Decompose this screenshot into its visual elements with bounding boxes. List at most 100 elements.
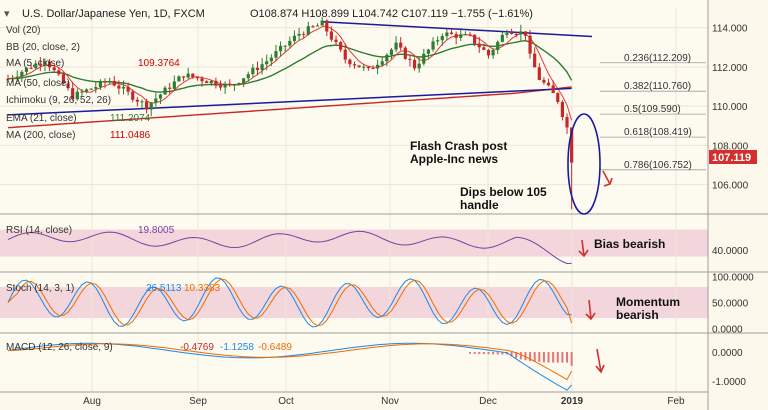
macd-histogram-bar	[524, 352, 527, 361]
candle-body	[57, 70, 61, 75]
candle-body	[260, 64, 264, 70]
candle-body	[6, 78, 10, 80]
candle-body	[486, 49, 491, 56]
candle-body	[491, 50, 495, 56]
macd-value-3: -0.6489	[258, 342, 292, 353]
candle-body	[163, 87, 167, 95]
time-tick: 2019	[561, 396, 584, 407]
candle-body	[389, 49, 394, 55]
macd-label: MACD (12, 26, close, 9)	[6, 342, 113, 353]
stoch-label: Stoch (14, 3, 1)	[6, 283, 74, 294]
rsi-value: 19.8005	[138, 225, 175, 236]
price-tick: 108.000	[712, 141, 749, 152]
signal-line	[7, 343, 573, 381]
candle-body	[431, 41, 435, 50]
support-trendline	[7, 87, 572, 116]
price-arrow-icon	[602, 170, 613, 187]
indicator-label: MA (50, close)	[6, 78, 70, 89]
macd-value-1: -0.4769	[180, 342, 214, 353]
time-tick: Aug	[83, 396, 101, 407]
candle-body	[108, 80, 112, 83]
candle-body	[135, 99, 139, 102]
fib-label: 0.236(112.209)	[624, 53, 691, 64]
stoch-note-line1: Momentum	[616, 295, 680, 309]
candle-body	[528, 35, 532, 54]
candle-body	[362, 66, 366, 68]
candle-body	[80, 91, 84, 93]
candle-body	[145, 101, 149, 110]
candle-body	[237, 82, 241, 85]
time-tick: Sep	[189, 396, 207, 407]
fib-label: 0.382(110.760)	[624, 81, 691, 92]
candle-body	[468, 34, 472, 36]
crash-highlight-ellipse	[567, 113, 601, 215]
candle-body	[38, 63, 42, 65]
candle-body	[131, 91, 135, 100]
rsi-panel: RSI (14, close) 19.8005	[6, 225, 572, 265]
candle-body	[463, 34, 467, 36]
macd-histogram-bar	[515, 352, 518, 359]
symbol-title: U.S. Dollar/Japanese Yen, 1D, FXCM	[22, 8, 205, 20]
candle-body	[232, 84, 236, 86]
candle-body	[214, 80, 218, 86]
macd-histogram-bar	[482, 352, 485, 355]
candle-body	[412, 59, 417, 69]
candle-body	[459, 34, 463, 38]
candle-body	[15, 76, 19, 78]
candle-body	[103, 81, 107, 83]
rsi-tick: 40.0000	[712, 246, 749, 257]
ohlc-readout: O108.874 H108.899 L104.742 C107.119 −1.7…	[250, 8, 533, 20]
candle-body	[149, 102, 153, 110]
candle-body	[20, 71, 24, 77]
flash-crash-annotation-line2: Apple-Inc news	[410, 152, 498, 166]
macd-histogram-bar	[519, 352, 522, 360]
stoch-d-line	[7, 278, 573, 327]
macd-histogram-bar	[473, 352, 476, 354]
rsi-note: Bias bearish	[594, 237, 665, 251]
stoch-d-value: 10.3383	[184, 283, 221, 294]
candle-body	[329, 31, 333, 40]
macd-histogram-bar	[561, 352, 564, 363]
candle-body	[311, 26, 315, 28]
candle-body	[325, 20, 329, 32]
candle-body	[121, 86, 126, 89]
candle-body	[519, 31, 523, 35]
indicator-value: 111.0486	[110, 130, 151, 141]
rsi-band	[0, 229, 708, 257]
macd-panel: MACD (12, 26, close, 9) -0.4769 -1.1258 -0.…	[6, 342, 573, 391]
price-tick: 106.000	[712, 181, 749, 192]
stoch-note-line2: bearish	[616, 308, 659, 322]
candle-body	[380, 61, 384, 65]
candle-body	[195, 77, 200, 79]
candle-body	[89, 88, 93, 90]
candle-body	[357, 65, 361, 68]
macd-histogram-bar	[542, 352, 545, 363]
macd-value-2: -1.1258	[220, 342, 254, 353]
candle-body	[445, 32, 449, 37]
candle-body	[505, 33, 509, 35]
collapse-icon[interactable]: ▾	[4, 8, 10, 20]
candle-body	[47, 61, 52, 68]
price-tick: 114.000	[712, 24, 748, 35]
candle-body	[408, 58, 412, 60]
macd-histogram-bar	[556, 352, 559, 363]
arrow-icons	[578, 170, 613, 374]
candle-body	[218, 85, 223, 88]
stoch-band	[0, 286, 708, 319]
stoch-tick: 100.0000	[712, 273, 754, 284]
candle-body	[75, 91, 79, 100]
resistance-trendline	[322, 20, 593, 38]
candle-body	[71, 88, 75, 100]
candle-body	[302, 33, 306, 35]
candle-body	[98, 81, 102, 88]
price-axis	[708, 0, 768, 410]
candle-body	[297, 33, 301, 36]
candle-body	[52, 67, 56, 71]
candle-body	[477, 43, 481, 48]
candle-body	[556, 93, 560, 102]
candle-body	[255, 67, 260, 70]
candle-body	[454, 34, 458, 38]
indicator-legend: Vol (20) BB (20, close, 2) MA (5, close) 10…	[6, 25, 180, 141]
candle-body	[154, 98, 158, 103]
